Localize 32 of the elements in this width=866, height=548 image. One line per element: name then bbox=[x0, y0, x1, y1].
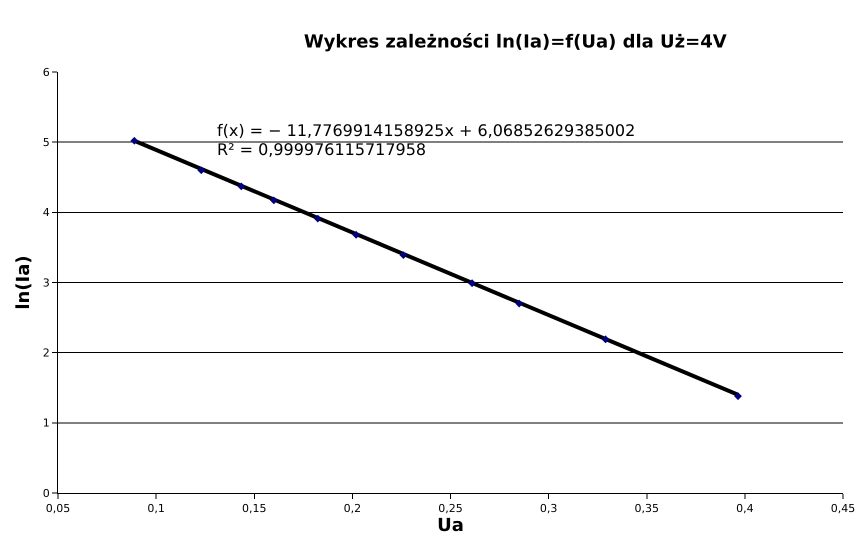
point bbox=[734, 392, 742, 400]
y-tick-label: 5 bbox=[42, 136, 50, 150]
x-tick-label: 0,15 bbox=[242, 502, 266, 516]
x-tick-label: 0,25 bbox=[438, 502, 463, 516]
x-tick-label: 0,1 bbox=[147, 502, 165, 516]
chart-title: Wykres zależności ln(Ia)=f(Ua) dla Uż=4V bbox=[304, 31, 727, 52]
annotation: f(x) = − 11,7769914158925x + 6,06852629385002 bbox=[217, 121, 636, 140]
point bbox=[237, 182, 246, 190]
point bbox=[515, 300, 524, 308]
y-tick-label: 0 bbox=[42, 486, 50, 500]
point bbox=[270, 196, 278, 204]
annotation: R² = 0,999976115717958 bbox=[217, 140, 426, 159]
y-tick-label: 3 bbox=[42, 276, 50, 290]
point bbox=[314, 214, 322, 223]
x-tick-label: 0,3 bbox=[540, 502, 558, 516]
x-tick-label: 0,35 bbox=[634, 502, 659, 516]
y-axis-title: ln(Ia) bbox=[13, 255, 34, 310]
y-tick-label: 1 bbox=[42, 416, 50, 430]
point bbox=[400, 251, 408, 260]
x-tick-label: 0,05 bbox=[46, 502, 70, 516]
point bbox=[130, 136, 138, 145]
x-axis-title: Ua bbox=[437, 515, 464, 536]
point bbox=[602, 335, 610, 344]
point bbox=[197, 166, 206, 174]
y-tick-label: 4 bbox=[42, 206, 50, 220]
point bbox=[468, 279, 476, 288]
y-tick-label: 2 bbox=[42, 346, 50, 360]
x-tick-label: 0,45 bbox=[830, 502, 856, 516]
point bbox=[352, 230, 360, 239]
x-tick-label: 0,2 bbox=[344, 502, 362, 516]
x-tick-label: 0,4 bbox=[736, 502, 754, 516]
y-tick-label: 6 bbox=[42, 66, 50, 79]
